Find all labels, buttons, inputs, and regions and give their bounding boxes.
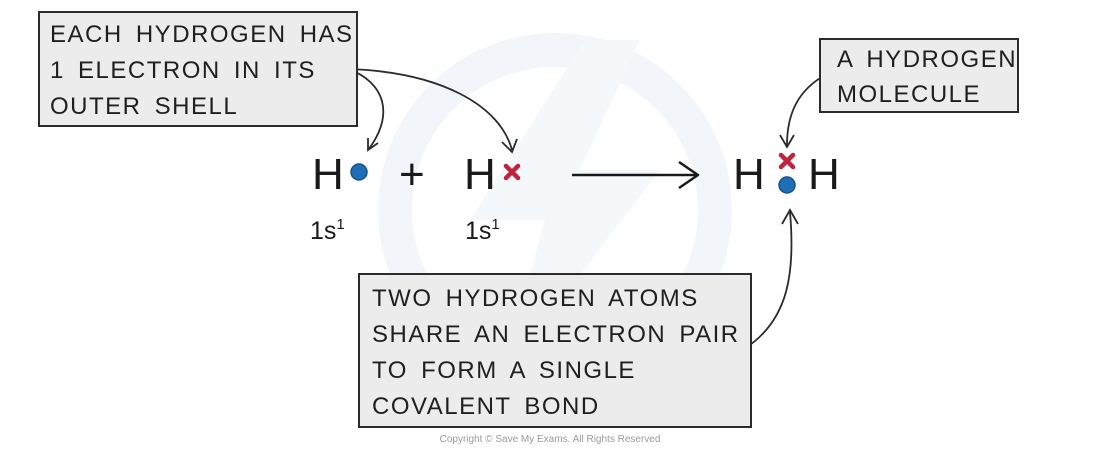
config-superscript: 1 — [336, 216, 345, 233]
config-atom-1: 1s1 — [310, 212, 345, 244]
callout-line: EACH HYDROGEN HAS — [50, 21, 354, 48]
callout-each-hydrogen: EACH HYDROGEN HAS 1 ELECTRON IN ITS OUTE… — [38, 11, 358, 127]
callout-line: TWO HYDROGEN ATOMS — [372, 285, 699, 312]
config-base: 1s — [465, 217, 492, 245]
config-superscript: 1 — [491, 216, 500, 233]
callout-line: 1 ELECTRON IN ITS — [50, 57, 316, 84]
electron-cross-atom-2 — [503, 163, 521, 181]
hydrogen-atom-1-symbol: H — [312, 150, 344, 199]
callout-line: OUTER SHELL — [50, 93, 239, 120]
molecule-h-left: H — [733, 150, 765, 199]
shared-pair-dot — [778, 176, 796, 194]
callout-line: A HYDROGEN — [837, 46, 1018, 73]
callout-line: SHARE AN ELECTRON PAIR — [372, 321, 740, 348]
electron-dot-atom-1 — [350, 163, 368, 181]
callout-line: MOLECULE — [837, 81, 982, 108]
config-base: 1s — [310, 217, 337, 245]
molecule-h-right: H — [808, 150, 840, 199]
callout-line: COVALENT BOND — [372, 393, 600, 420]
pointer-arrows — [347, 68, 828, 350]
hydrogen-atom-2-symbol: H — [464, 150, 496, 199]
plus-sign: + — [399, 150, 425, 199]
reaction-arrow — [572, 160, 700, 190]
config-atom-2: 1s1 — [465, 212, 500, 244]
copyright-notice: Copyright © Save My Exams. All Rights Re… — [439, 434, 661, 445]
shared-pair-cross — [778, 152, 796, 170]
callout-covalent-bond: TWO HYDROGEN ATOMS SHARE AN ELECTRON PAI… — [358, 273, 752, 428]
callout-line: TO FORM A SINGLE — [372, 357, 636, 384]
callout-hydrogen-molecule: A HYDROGEN MOLECULE — [819, 38, 1019, 113]
